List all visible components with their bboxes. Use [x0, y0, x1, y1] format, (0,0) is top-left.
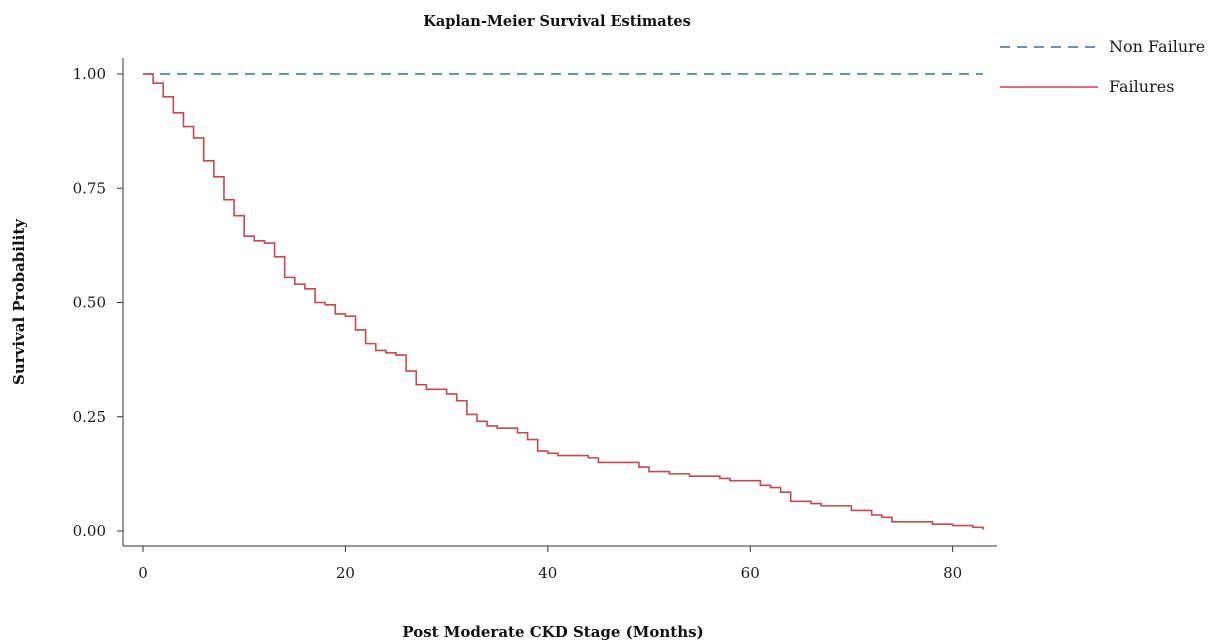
x-axis-ticks: 0 20 40 60 80	[138, 546, 962, 582]
y-axis-title: Survival Probability	[10, 218, 28, 385]
x-tick-label: 0	[138, 564, 148, 582]
x-tick-label: 80	[943, 564, 962, 582]
x-tick-label: 40	[538, 564, 557, 582]
legend-label: Non Failure	[1109, 37, 1205, 56]
x-axis-title: Post Moderate CKD Stage (Months)	[402, 623, 703, 641]
y-tick-label: 0.25	[73, 408, 106, 426]
series-layer	[143, 73, 984, 530]
x-tick-label: 20	[336, 564, 355, 582]
chart-title: Kaplan-Meier Survival Estimates	[423, 13, 691, 30]
legend-label: Failures	[1109, 77, 1174, 96]
series-line-failures	[143, 73, 984, 530]
x-tick-label: 60	[741, 564, 760, 582]
y-tick-label: 0.00	[73, 522, 106, 540]
y-tick-label: 0.50	[73, 294, 106, 312]
y-tick-label: 1.00	[73, 65, 106, 83]
legend: Non Failure Failures	[1000, 37, 1205, 96]
axes	[122, 58, 997, 547]
y-tick-label: 0.75	[73, 179, 106, 197]
y-axis-ticks: 0.00 0.25 0.50 0.75 1.00	[73, 65, 123, 540]
